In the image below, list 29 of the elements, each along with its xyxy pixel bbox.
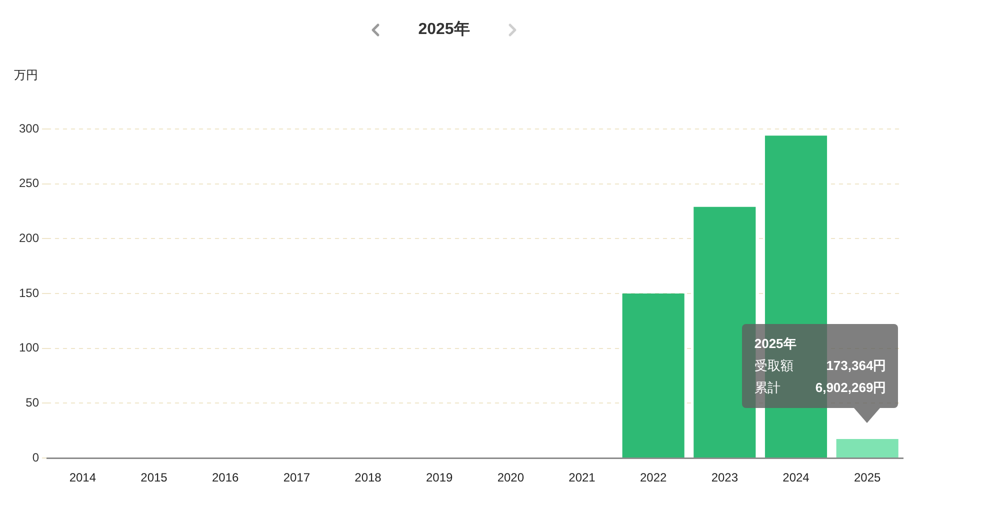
x-tick-label: 2022 (640, 470, 668, 485)
chart-title: 2025年 (418, 20, 470, 40)
x-tick-label: 2015 (140, 470, 168, 485)
bar (694, 206, 756, 458)
y-tick-label: 100 (18, 340, 40, 355)
annotation: 受取額 (754, 356, 794, 375)
y-axis-title: 万円 (14, 67, 38, 83)
annotation: 2025年 (754, 334, 796, 353)
y-tick-label: 150 (18, 286, 40, 300)
annotation: 6,902,269円 (815, 378, 886, 397)
x-tick-label: 2023 (711, 470, 738, 485)
y-tick-label: 0 (32, 450, 40, 464)
x-tick-label: 2019 (426, 470, 454, 485)
x-tick-label: 2017 (283, 470, 310, 485)
y-tick-label: 300 (18, 121, 40, 136)
x-tick-label: 2016 (212, 470, 240, 485)
x-tick-label: 2025 (854, 470, 882, 485)
x-tick-label: 2018 (354, 470, 382, 485)
annotation: 累計 (754, 378, 780, 397)
x-tick-label: 2014 (69, 470, 96, 485)
x-tick-label: 2021 (568, 470, 596, 485)
y-tick-label: 250 (18, 176, 40, 190)
bar (836, 438, 898, 458)
x-tick-label: 2020 (497, 470, 524, 485)
bar (622, 294, 684, 458)
annotation: 173,364円 (826, 356, 886, 375)
x-tick-label: 2024 (782, 470, 810, 485)
y-tick-label: 50 (26, 395, 40, 410)
y-tick-label: 200 (18, 230, 40, 245)
